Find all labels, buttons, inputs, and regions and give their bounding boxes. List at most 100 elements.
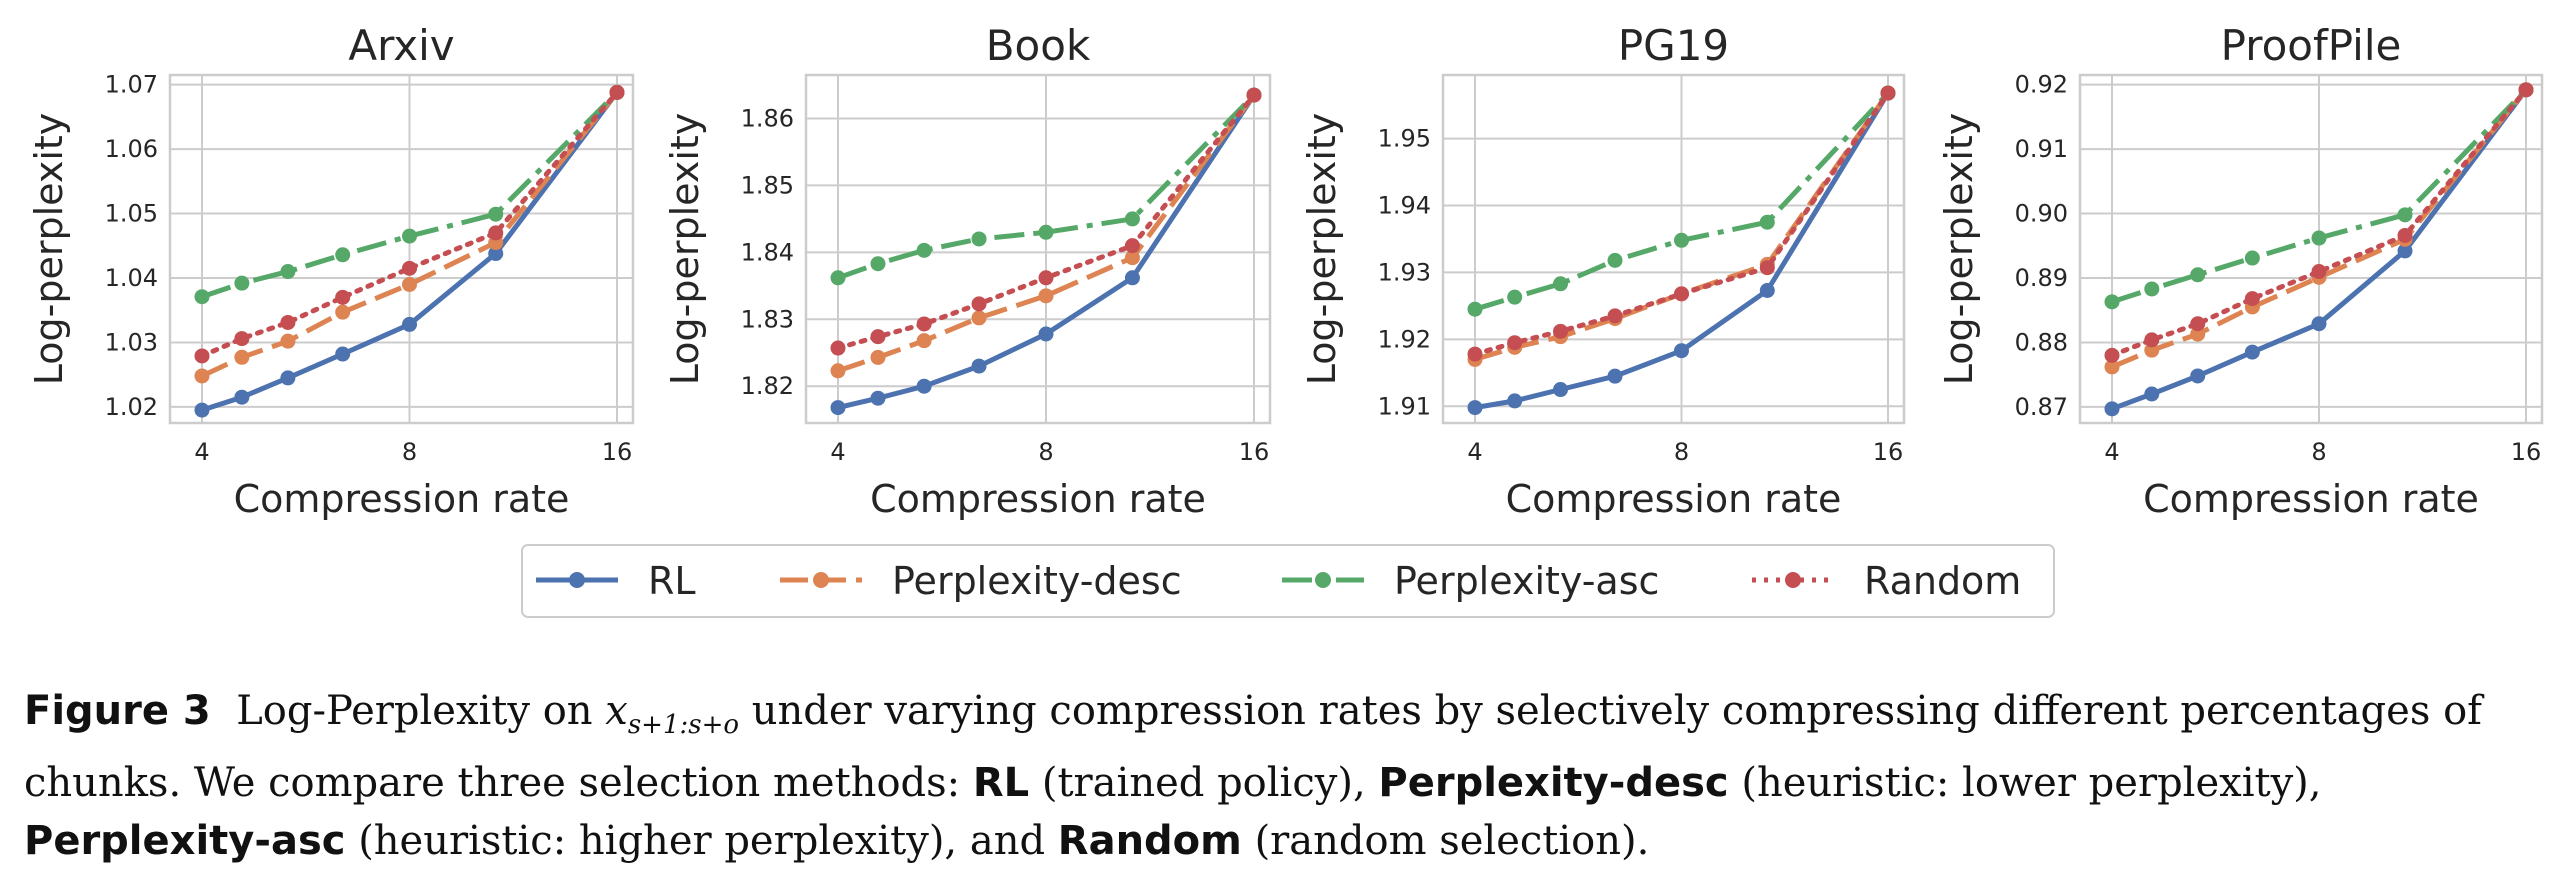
data-point-rl (1674, 343, 1689, 359)
y-tick-label: 1.06 (105, 135, 158, 163)
x-tick-label: 8 (2311, 438, 2326, 466)
caption-desc-random: (random selection). (1254, 818, 1650, 864)
data-point-perplexity-asc (234, 275, 250, 291)
data-point-rl (2144, 386, 2160, 402)
y-tick-label: 0.92 (2015, 71, 2068, 99)
data-point-rl (2397, 243, 2413, 259)
y-tick-label: 1.95 (1378, 125, 1431, 153)
data-point-rl (2104, 401, 2120, 417)
x-axis-label: Compression rate (2143, 477, 2479, 521)
y-tick-label: 1.92 (1378, 325, 1431, 353)
data-point-perplexity-desc (280, 333, 296, 349)
data-point-perplexity-asc (488, 206, 504, 222)
legend-label-perplexity-desc: Perplexity-desc (892, 559, 1182, 603)
data-point-rl (830, 400, 846, 416)
data-point-rl (2190, 368, 2206, 384)
data-point-random (1507, 335, 1523, 351)
data-point-rl (870, 390, 886, 406)
x-tick-label: 4 (830, 438, 845, 466)
data-point-rl (194, 402, 210, 418)
data-point-random (971, 296, 987, 312)
data-point-random (870, 329, 886, 345)
y-tick-label: 1.93 (1378, 258, 1431, 286)
chart-title: PG19 (1618, 21, 1729, 70)
figure-caption: Figure 3 Log-Perplexity on xs+1:s+o unde… (24, 682, 2554, 870)
data-point-rl (1467, 400, 1483, 416)
y-tick-label: 1.07 (105, 71, 158, 99)
x-tick-label: 16 (602, 438, 633, 466)
caption-desc-rl: (trained policy), (1041, 760, 1366, 806)
x-axis-label: Compression rate (234, 477, 570, 521)
data-point-perplexity-desc (916, 333, 932, 349)
data-point-rl (1759, 282, 1775, 298)
data-point-perplexity-desc (194, 368, 210, 384)
chart-panel-book: Book 1.82 1.83 1.84 1.85 1.86 4 8 16 Compression … (663, 21, 1272, 521)
x-tick-label: 4 (2104, 438, 2119, 466)
data-point-perplexity-asc (2311, 230, 2327, 246)
chart-panel-proofpile: ProofPile 0.87 0.88 0.89 0.90 0.91 0.92 4 8 16 Com… (1937, 21, 2544, 521)
y-tick-label: 1.82 (741, 372, 794, 400)
legend-marker-perplexity-desc (813, 572, 829, 588)
caption-math: xs+1:s+o (605, 688, 739, 740)
data-point-random (1674, 286, 1689, 302)
plot-frame (1441, 73, 1906, 425)
y-tick-label: 0.89 (2015, 264, 2068, 292)
data-point-random (2144, 332, 2160, 348)
data-point-perplexity-desc (1124, 250, 1140, 266)
data-point-perplexity-asc (971, 231, 987, 247)
data-point-rl (335, 346, 351, 362)
data-point-perplexity-asc (335, 247, 351, 263)
data-point-random (1553, 323, 1569, 339)
y-axis-label: Log-perplexity (1937, 113, 1981, 386)
data-point-perplexity-desc (335, 304, 351, 320)
y-tick-label: 1.05 (105, 200, 158, 228)
data-point-random (2190, 316, 2206, 332)
chart-title: ProofPile (2221, 21, 2402, 70)
data-point-rl (1124, 270, 1140, 286)
data-point-random (1124, 238, 1140, 254)
data-point-rl (1607, 368, 1623, 384)
data-point-random (488, 225, 504, 241)
data-point-rl (234, 389, 250, 405)
data-point-perplexity-asc (870, 256, 886, 272)
caption-method-perplexity-desc: Perplexity-desc (1378, 760, 1729, 806)
chart-panel-pg19: PG19 1.91 1.92 1.93 1.94 1.95 4 8 16 Compression … (1300, 21, 1906, 521)
plot-frame (168, 73, 635, 425)
data-point-random (1880, 85, 1896, 101)
data-point-random (2104, 347, 2120, 363)
x-tick-label: 4 (1467, 438, 1482, 466)
x-tick-label: 16 (1873, 438, 1904, 466)
data-point-random (280, 314, 296, 330)
legend-marker-perplexity-asc (1315, 572, 1331, 588)
x-axis-label: Compression rate (870, 477, 1206, 521)
data-point-rl (1553, 382, 1569, 398)
x-tick-label: 8 (1038, 438, 1053, 466)
data-point-random (1759, 260, 1775, 276)
y-axis-label: Log-perplexity (663, 113, 707, 386)
x-tick-label: 16 (1239, 438, 1270, 466)
data-point-perplexity-desc (402, 276, 417, 292)
y-axis-label: Log-perplexity (27, 113, 71, 386)
legend: RL Perplexity-desc Perplexity-asc Random (521, 544, 2055, 618)
data-point-perplexity-asc (1553, 276, 1569, 292)
data-point-random (2518, 82, 2534, 98)
legend-marker-random (1785, 572, 1801, 588)
x-tick-label: 8 (1674, 438, 1689, 466)
caption-text-1: Log-Perplexity on (236, 688, 593, 734)
caption-desc-perplexity-asc: (heuristic: higher perplexity), and (358, 818, 1046, 864)
data-point-perplexity-asc (1607, 252, 1623, 268)
chart-title: Book (986, 21, 1091, 70)
caption-label: Figure 3 (24, 688, 211, 734)
legend-label-perplexity-asc: Perplexity-asc (1394, 559, 1659, 603)
data-point-perplexity-asc (2397, 207, 2413, 223)
y-axis-label: Log-perplexity (1300, 113, 1344, 386)
data-point-perplexity-asc (402, 228, 417, 244)
data-point-rl (2244, 344, 2260, 360)
caption-math-sub: s+1:s+o (627, 710, 740, 740)
chart-title: Arxiv (348, 21, 454, 70)
y-tick-label: 1.86 (741, 105, 794, 133)
x-tick-label: 8 (402, 438, 417, 466)
caption-method-random: Random (1057, 818, 1242, 864)
y-tick-label: 0.88 (2015, 328, 2068, 356)
y-tick-label: 0.90 (2015, 200, 2068, 228)
